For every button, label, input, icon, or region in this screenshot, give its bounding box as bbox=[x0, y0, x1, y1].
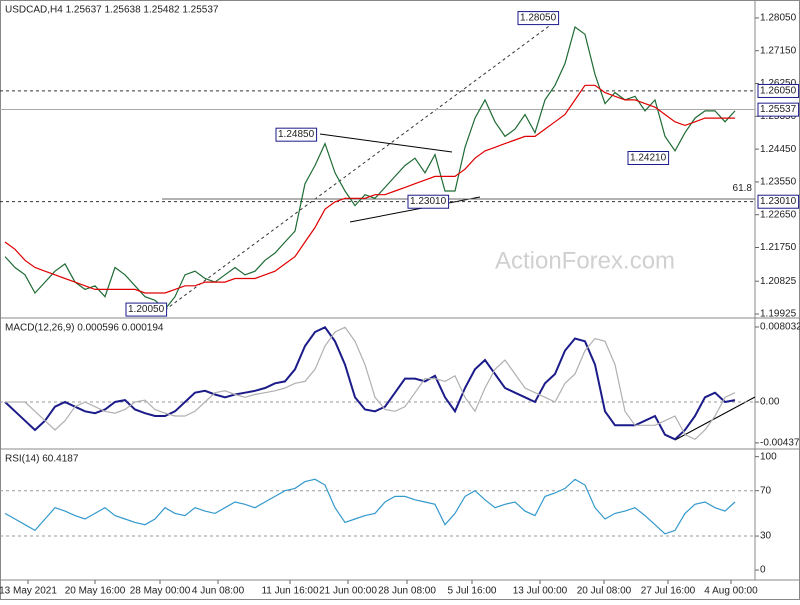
x-tick-label: 28 May 00:00 bbox=[130, 586, 191, 597]
y-tick-label: 1.23550 bbox=[760, 177, 797, 188]
watermark: ActionForex.com bbox=[495, 247, 675, 274]
y-tick-label: 0.00 bbox=[760, 397, 780, 408]
series-line bbox=[4, 478, 736, 535]
annotation: 1.23010 bbox=[410, 196, 447, 207]
macd-trend-line bbox=[674, 396, 756, 441]
x-tick-label: 20 May 16:00 bbox=[65, 586, 126, 597]
y-tick-label: 1.19925 bbox=[760, 309, 797, 320]
y-tick-label: 1.27150 bbox=[760, 45, 797, 56]
label-box bbox=[757, 194, 800, 209]
y-tick-label: 100 bbox=[760, 451, 777, 462]
x-tick-label: 13 May 2021 bbox=[0, 586, 57, 597]
y-tick-label: 1.21750 bbox=[760, 242, 797, 253]
label-box bbox=[125, 302, 168, 317]
x-tick-label: 5 Jul 16:00 bbox=[448, 586, 497, 597]
level-label: 1.26050 bbox=[760, 85, 797, 96]
x-tick-label: 11 Jun 16:00 bbox=[261, 586, 319, 597]
label-box bbox=[517, 11, 560, 26]
x-tick-label: 4 Jun 08:00 bbox=[192, 586, 245, 597]
chart-title: USDCAD,H4 1.25637 1.25638 1.25482 1.2553… bbox=[5, 5, 219, 16]
x-tick-label: 13 Jul 00:00 bbox=[513, 586, 568, 597]
x-tick-label: 4 Aug 00:00 bbox=[704, 586, 758, 597]
y-tick-label: 0.008032 bbox=[760, 322, 800, 333]
y-tick-label: 30 bbox=[760, 531, 772, 542]
label-box bbox=[275, 127, 318, 142]
y-tick-label: 1.24450 bbox=[760, 144, 797, 155]
annotation: 61.8 bbox=[733, 183, 753, 194]
label-box bbox=[757, 83, 800, 98]
x-tick-label: 21 Jun 00:00 bbox=[319, 586, 377, 597]
x-tick-label: 28 Jun 08:00 bbox=[378, 586, 436, 597]
trend-line bbox=[164, 17, 561, 311]
x-tick-label: 20 Jul 08:00 bbox=[577, 586, 632, 597]
triangle-line bbox=[319, 133, 453, 153]
y-tick-label: 1.22650 bbox=[760, 209, 797, 220]
annotation: 1.24850 bbox=[278, 129, 315, 140]
y-tick-label: 1.26250 bbox=[760, 78, 797, 89]
y-tick-label: 70 bbox=[760, 485, 772, 496]
annotation: 1.24210 bbox=[630, 153, 667, 164]
label-box bbox=[627, 151, 670, 166]
annotation: 1.20050 bbox=[128, 304, 165, 315]
label-box bbox=[757, 102, 800, 117]
x-tick-label: 27 Jul 16:00 bbox=[641, 586, 696, 597]
y-tick-label: 0 bbox=[760, 565, 766, 576]
series-line bbox=[4, 84, 735, 294]
y-tick-label: 1.20825 bbox=[760, 276, 797, 287]
level-label: 1.23010 bbox=[760, 196, 797, 207]
rsi-title: RSI(14) 60.4187 bbox=[5, 454, 79, 465]
annotation: 1.28050 bbox=[520, 13, 557, 24]
label-box bbox=[407, 194, 450, 209]
series-line bbox=[5, 326, 736, 441]
macd-title: MACD(12,26,9) 0.000596 0.000194 bbox=[5, 323, 164, 334]
level-label: 1.25537 bbox=[760, 104, 797, 115]
y-tick-label: -0.004379 bbox=[760, 438, 800, 449]
y-tick-label: 1.28050 bbox=[760, 13, 797, 24]
series-line bbox=[4, 326, 736, 441]
